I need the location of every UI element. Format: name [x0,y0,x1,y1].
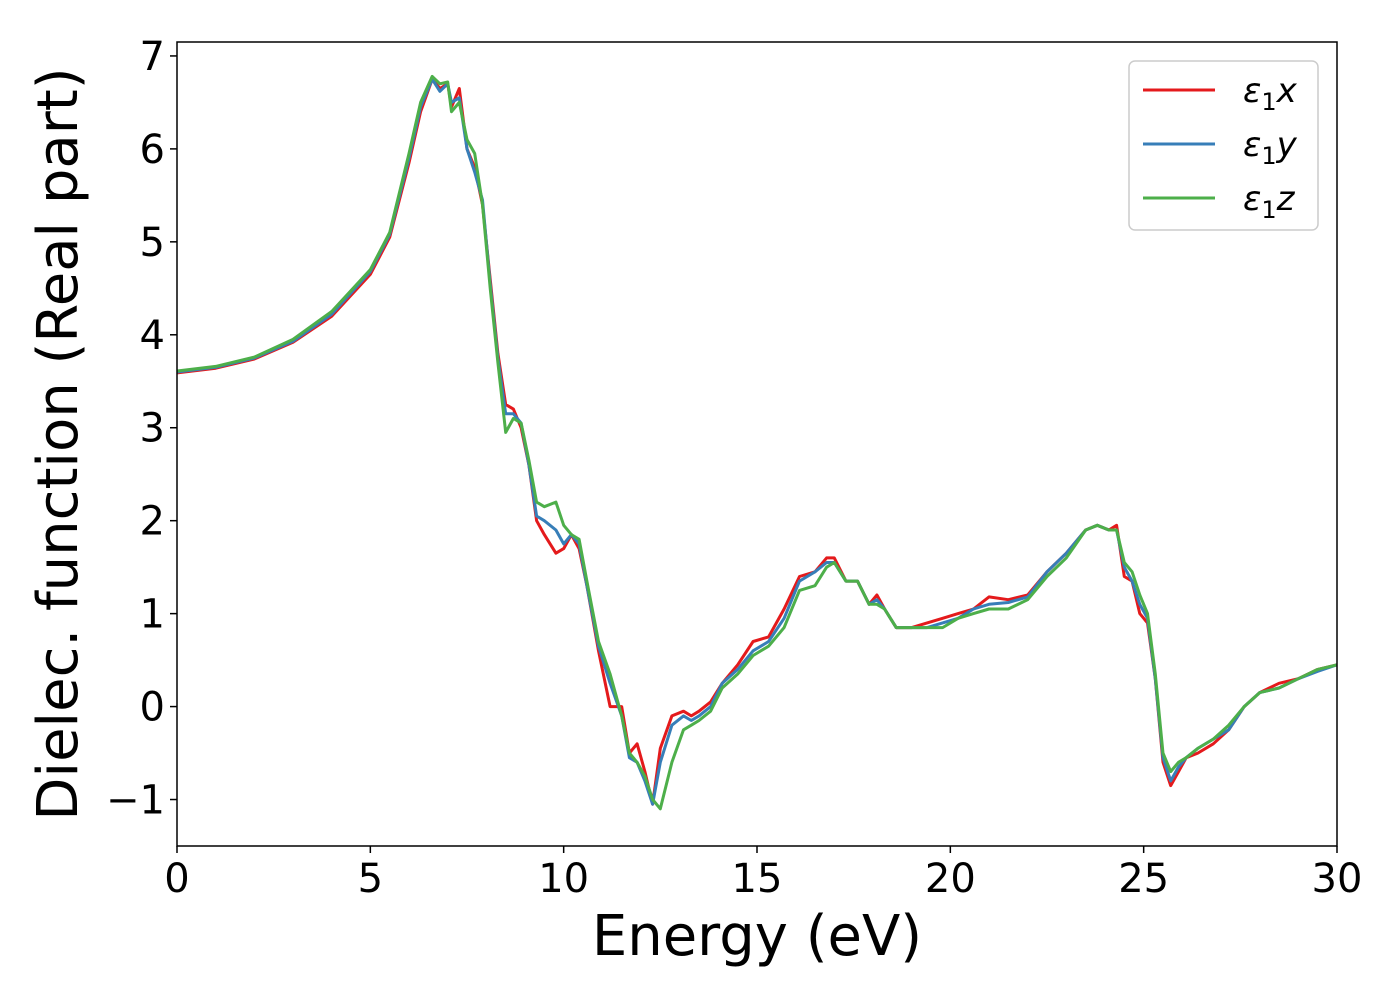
x-axis-label: Energy (eV) [592,904,922,969]
y-axis-label: Dielec. function (Real part) [26,67,91,820]
y-tick-label: 1 [140,592,165,638]
y-tick-label: 7 [140,34,165,80]
ticks-layer: 0 5 10 15 20 25 30 −1 0 1 2 3 4 5 6 7 [106,34,1362,902]
x-tick-label: 0 [164,856,189,902]
y-tick-label: 4 [140,313,165,359]
x-tick-label: 15 [732,856,783,902]
series-line-z [177,74,1337,811]
x-tick-label: 30 [1312,856,1363,902]
legend-box [1128,60,1319,231]
legend-label-x: ε1x [1243,71,1298,116]
x-tick-label: 5 [358,856,383,902]
y-tick-label: 6 [140,127,165,173]
series-layer [177,74,1337,811]
x-tick-label: 10 [538,856,589,902]
legend-label-z: ε1z [1243,179,1296,224]
y-tick-label: 0 [140,685,165,731]
x-tick-label: 20 [925,856,976,902]
y-tick-label: 3 [140,406,165,452]
legend-label-y: ε1y [1243,125,1298,170]
legend: ε1x ε1y ε1z [1128,60,1319,231]
y-tick-label: 2 [140,499,165,545]
y-tick-label: 5 [140,220,165,266]
y-tick-label: −1 [106,778,165,824]
x-tick-label: 25 [1118,856,1169,902]
series-line-y [177,77,1337,806]
